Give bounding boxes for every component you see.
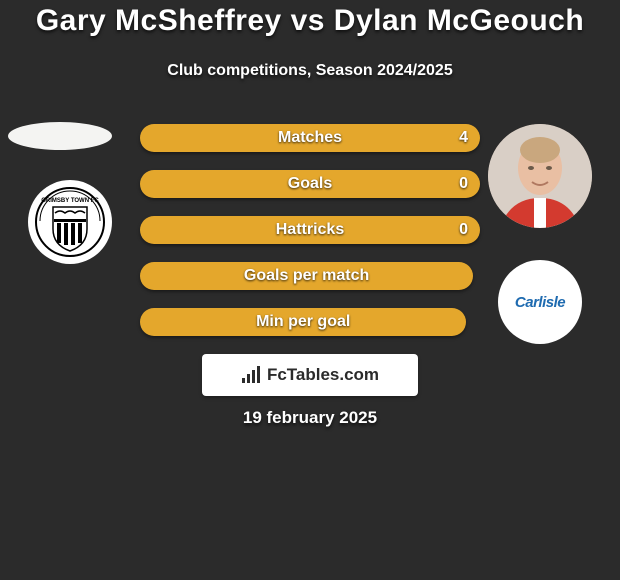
page-title: Gary McSheffrey vs Dylan McGeouch [0,4,620,38]
comparison-infographic: Gary McSheffrey vs Dylan McGeouch Club c… [0,0,620,580]
stat-bar-label: Goals [140,170,480,198]
stat-bar-label: Matches [140,124,480,152]
stat-bars: Matches4Goals0Hattricks0Goals per matchM… [140,124,480,354]
stat-bar: Goals0 [140,170,480,198]
stat-bar-label: Goals per match [140,262,473,290]
stat-bar: Goals per match [140,262,473,290]
fctables-text: FcTables.com [267,365,379,385]
fctables-icon [241,365,263,385]
grimsby-shield: GRIMSBY TOWN FC [35,183,105,261]
fctables-badge: FcTables.com [202,354,418,396]
date: 19 february 2025 [0,408,620,428]
club-badge-left: GRIMSBY TOWN FC [28,180,112,264]
player-left-avatar [8,122,112,150]
player-right-avatar [488,124,592,228]
svg-text:GRIMSBY TOWN FC: GRIMSBY TOWN FC [41,198,99,204]
stat-bar-value: 0 [459,170,468,198]
stat-bar-value: 0 [459,216,468,244]
stat-bar-value: 4 [459,124,468,152]
stat-bar: Matches4 [140,124,480,152]
stat-bar: Min per goal [140,308,466,336]
stat-bar-label: Min per goal [140,308,466,336]
stat-bar: Hattricks0 [140,216,480,244]
subtitle: Club competitions, Season 2024/2025 [0,62,620,80]
club-badge-right: Carlisle [498,260,582,344]
stat-bar-label: Hattricks [140,216,480,244]
club-right-name: Carlisle [515,294,565,311]
